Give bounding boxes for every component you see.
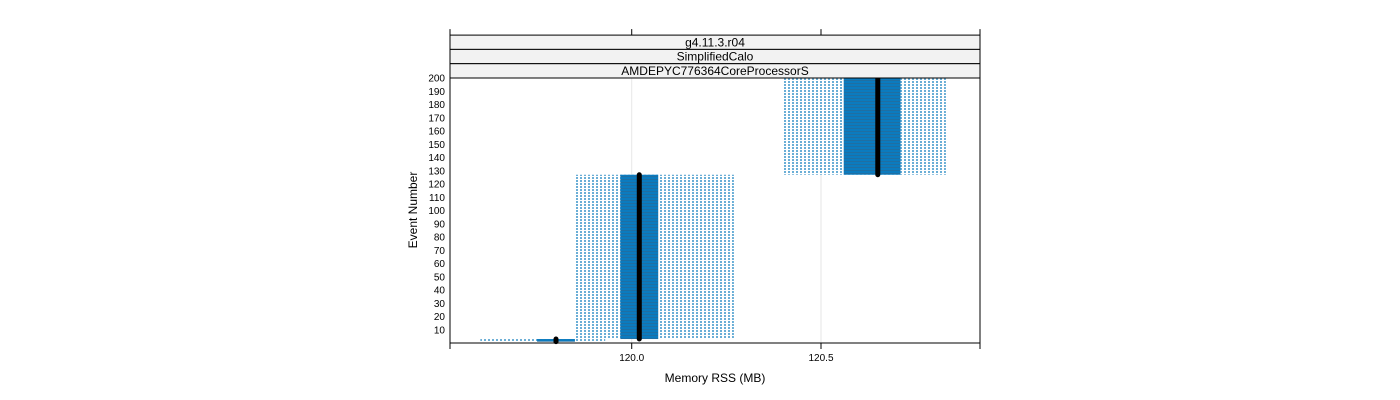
- y-tick-label: 160: [428, 127, 445, 138]
- y-tick-label: 130: [428, 166, 445, 177]
- y-tick-label: 200: [428, 74, 445, 85]
- y-tick-label: 100: [428, 206, 445, 217]
- y-tick-label: 30: [434, 299, 446, 310]
- y-tick-label: 20: [434, 312, 446, 323]
- strip-box: [449, 63, 981, 79]
- y-axis: 10 20 30 40 50 60 70 80 90 100 110 120 130 140 150 160 1…: [428, 74, 445, 337]
- y-tick-label: 140: [428, 153, 445, 164]
- y-tick-label: 120: [428, 180, 445, 191]
- y-axis-title: Event Number: [406, 172, 420, 249]
- strip-label: SimplifiedCalo: [677, 50, 754, 64]
- y-tick-label: 180: [428, 100, 445, 111]
- y-tick-label: 10: [434, 325, 446, 336]
- strip-labels: g4.11.3.r04SimplifiedCaloAMDEPYC776364Co…: [449, 34, 981, 79]
- y-tick-label: 60: [434, 259, 446, 270]
- strip-label: AMDEPYC776364CoreProcessorS: [621, 64, 808, 78]
- inner-range-bar: [843, 78, 901, 175]
- y-tick-label: 40: [434, 286, 446, 297]
- y-tick-label: 50: [434, 272, 446, 283]
- median-lines: [553, 75, 881, 345]
- y-tick-label: 190: [428, 87, 445, 98]
- y-tick-label: 110: [429, 193, 445, 204]
- strip-label: g4.11.3.r04: [685, 35, 745, 49]
- x-axis: 120.0 120.5: [449, 29, 981, 364]
- y-tick-label: 170: [428, 113, 445, 124]
- y-tick-label: 150: [428, 140, 445, 151]
- y-tick-label: 80: [434, 233, 446, 244]
- x-tick-label: 120.0: [619, 353, 644, 364]
- x-axis-title: Memory RSS (MB): [665, 371, 766, 385]
- x-tick-label: 120.5: [808, 353, 833, 364]
- bars: [480, 78, 946, 342]
- y-tick-label: 70: [434, 246, 446, 257]
- y-tick-label: 90: [434, 219, 446, 230]
